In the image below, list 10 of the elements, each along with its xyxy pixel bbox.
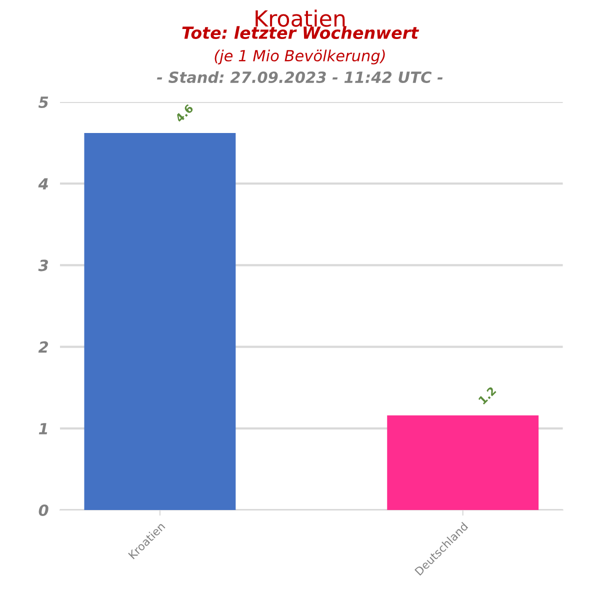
data-label: 1.2 bbox=[478, 386, 496, 404]
y-tick-label: 2 bbox=[38, 341, 48, 353]
chart-title: Kroatien bbox=[256, 10, 345, 27]
chart-subtitle: Tote: letzter Wochenwert (je 1 Mio Bevölkerung) - Stand: 27.09.2023 - 11:42 UTC - bbox=[156, 26, 443, 84]
y-tick-label: 1 bbox=[38, 423, 48, 434]
y-tick-label: 4 bbox=[38, 178, 48, 190]
data-label: 4.6 bbox=[174, 104, 194, 123]
y-tick-label: 0 bbox=[38, 504, 48, 516]
y-tick-label: 3 bbox=[38, 260, 48, 272]
y-tick-label: 5 bbox=[38, 96, 48, 108]
